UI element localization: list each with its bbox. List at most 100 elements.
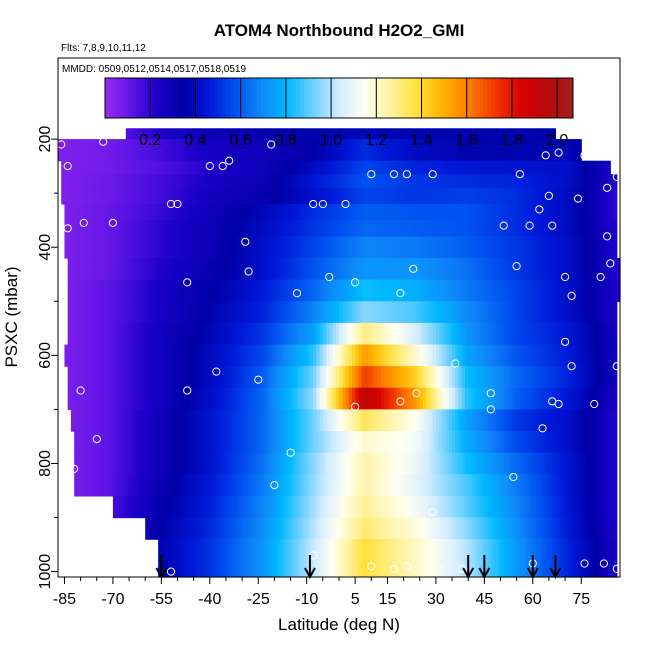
observation-point bbox=[95, 513, 105, 522]
heatmap-cell bbox=[209, 431, 214, 454]
heatmap-cell bbox=[203, 431, 208, 454]
heatmap-cell bbox=[332, 220, 337, 238]
heatmap-cell bbox=[267, 187, 272, 205]
heatmap-cell bbox=[193, 344, 198, 367]
heatmap-cell bbox=[161, 174, 166, 189]
heatmap-cell bbox=[432, 366, 437, 389]
heatmap-cell bbox=[164, 495, 169, 519]
heatmap-cell bbox=[171, 387, 175, 411]
heatmap-cell bbox=[132, 387, 137, 411]
heatmap-cell bbox=[374, 128, 379, 140]
heatmap-cell bbox=[432, 187, 437, 205]
heatmap-cell bbox=[519, 474, 524, 497]
heatmap-cell bbox=[235, 128, 240, 140]
heatmap-cell bbox=[167, 174, 172, 189]
heatmap-cell bbox=[309, 387, 314, 411]
heatmap-cell bbox=[474, 517, 479, 540]
heatmap-cell bbox=[222, 187, 227, 205]
heatmap-cell bbox=[422, 517, 427, 540]
heatmap-cell bbox=[83, 366, 88, 389]
heatmap-cell bbox=[135, 279, 140, 302]
heatmap-cell bbox=[222, 279, 227, 302]
heatmap-cell bbox=[235, 279, 240, 302]
heatmap-cell bbox=[251, 174, 256, 189]
heatmap-cell bbox=[545, 258, 550, 281]
heatmap-cell bbox=[183, 301, 188, 324]
heatmap-cell bbox=[439, 474, 443, 497]
heatmap-cell bbox=[335, 517, 340, 540]
heatmap-cell bbox=[135, 187, 140, 205]
colorbar-swatch bbox=[327, 78, 332, 118]
heatmap-cell bbox=[568, 203, 573, 221]
heatmap-cell bbox=[313, 495, 317, 519]
heatmap-cell bbox=[190, 220, 195, 238]
heatmap-cell bbox=[154, 452, 159, 475]
heatmap-cell bbox=[406, 452, 411, 475]
heatmap-cell bbox=[306, 220, 311, 238]
heatmap-cell bbox=[112, 279, 117, 302]
heatmap-cell bbox=[597, 474, 602, 497]
heatmap-cell bbox=[248, 344, 253, 367]
heatmap-cell bbox=[613, 220, 618, 238]
heatmap-cell bbox=[448, 366, 453, 389]
heatmap-cell bbox=[445, 220, 450, 238]
heatmap-cell bbox=[103, 187, 108, 205]
heatmap-cell bbox=[503, 236, 508, 259]
heatmap-cell bbox=[426, 203, 431, 221]
heatmap-cell bbox=[587, 387, 592, 411]
heatmap-cell bbox=[571, 474, 576, 497]
heatmap-cell bbox=[445, 474, 450, 497]
heatmap-cell bbox=[174, 160, 179, 175]
heatmap-cell bbox=[532, 301, 537, 324]
heatmap-cell bbox=[209, 160, 214, 175]
heatmap-cell bbox=[329, 495, 334, 519]
heatmap-cell bbox=[267, 409, 272, 432]
heatmap-cell bbox=[151, 236, 156, 259]
heatmap-cell bbox=[497, 174, 502, 189]
heatmap-cell bbox=[154, 322, 159, 346]
heatmap-cell bbox=[151, 322, 156, 346]
heatmap-cell bbox=[138, 174, 143, 189]
heatmap-cell bbox=[87, 387, 91, 411]
heatmap-cell bbox=[96, 301, 101, 324]
heatmap-cell bbox=[574, 322, 579, 346]
colorbar-swatch bbox=[116, 78, 122, 118]
heatmap-cell bbox=[558, 322, 563, 346]
heatmap-cell bbox=[603, 387, 608, 411]
heatmap-cell bbox=[377, 366, 382, 389]
heatmap-cell bbox=[497, 258, 502, 281]
heatmap-cell bbox=[448, 517, 453, 540]
heatmap-cell bbox=[255, 139, 259, 162]
heatmap-cell bbox=[122, 203, 127, 221]
heatmap-cell bbox=[536, 187, 540, 205]
heatmap-cell bbox=[526, 474, 531, 497]
heatmap-cell bbox=[90, 258, 95, 281]
heatmap-cell bbox=[477, 366, 482, 389]
heatmap-cell bbox=[571, 160, 576, 175]
heatmap-cell bbox=[542, 128, 547, 140]
heatmap-cell bbox=[267, 366, 272, 389]
heatmap-cell bbox=[335, 258, 340, 281]
heatmap-cell bbox=[297, 474, 301, 497]
heatmap-cell bbox=[174, 139, 179, 162]
heatmap-cell bbox=[322, 174, 327, 189]
heatmap-cell bbox=[380, 474, 385, 497]
heatmap-cell bbox=[132, 174, 137, 189]
heatmap-cell bbox=[516, 139, 521, 162]
heatmap-cell bbox=[335, 431, 340, 454]
heatmap-cell bbox=[132, 236, 137, 259]
heatmap-cell bbox=[448, 279, 453, 302]
heatmap-cell bbox=[455, 366, 460, 389]
heatmap-cell bbox=[445, 366, 450, 389]
heatmap-cell bbox=[364, 279, 369, 302]
heatmap-cell bbox=[326, 279, 330, 302]
heatmap-cell bbox=[90, 301, 95, 324]
heatmap-cell bbox=[135, 474, 140, 497]
heatmap-cell bbox=[490, 160, 495, 175]
heatmap-cell bbox=[213, 409, 217, 432]
heatmap-cell bbox=[193, 128, 198, 140]
heatmap-cell bbox=[180, 517, 185, 540]
colorbar-tick-label: 1.0 bbox=[320, 132, 342, 149]
heatmap-cell bbox=[477, 344, 482, 367]
heatmap-cell bbox=[506, 236, 511, 259]
